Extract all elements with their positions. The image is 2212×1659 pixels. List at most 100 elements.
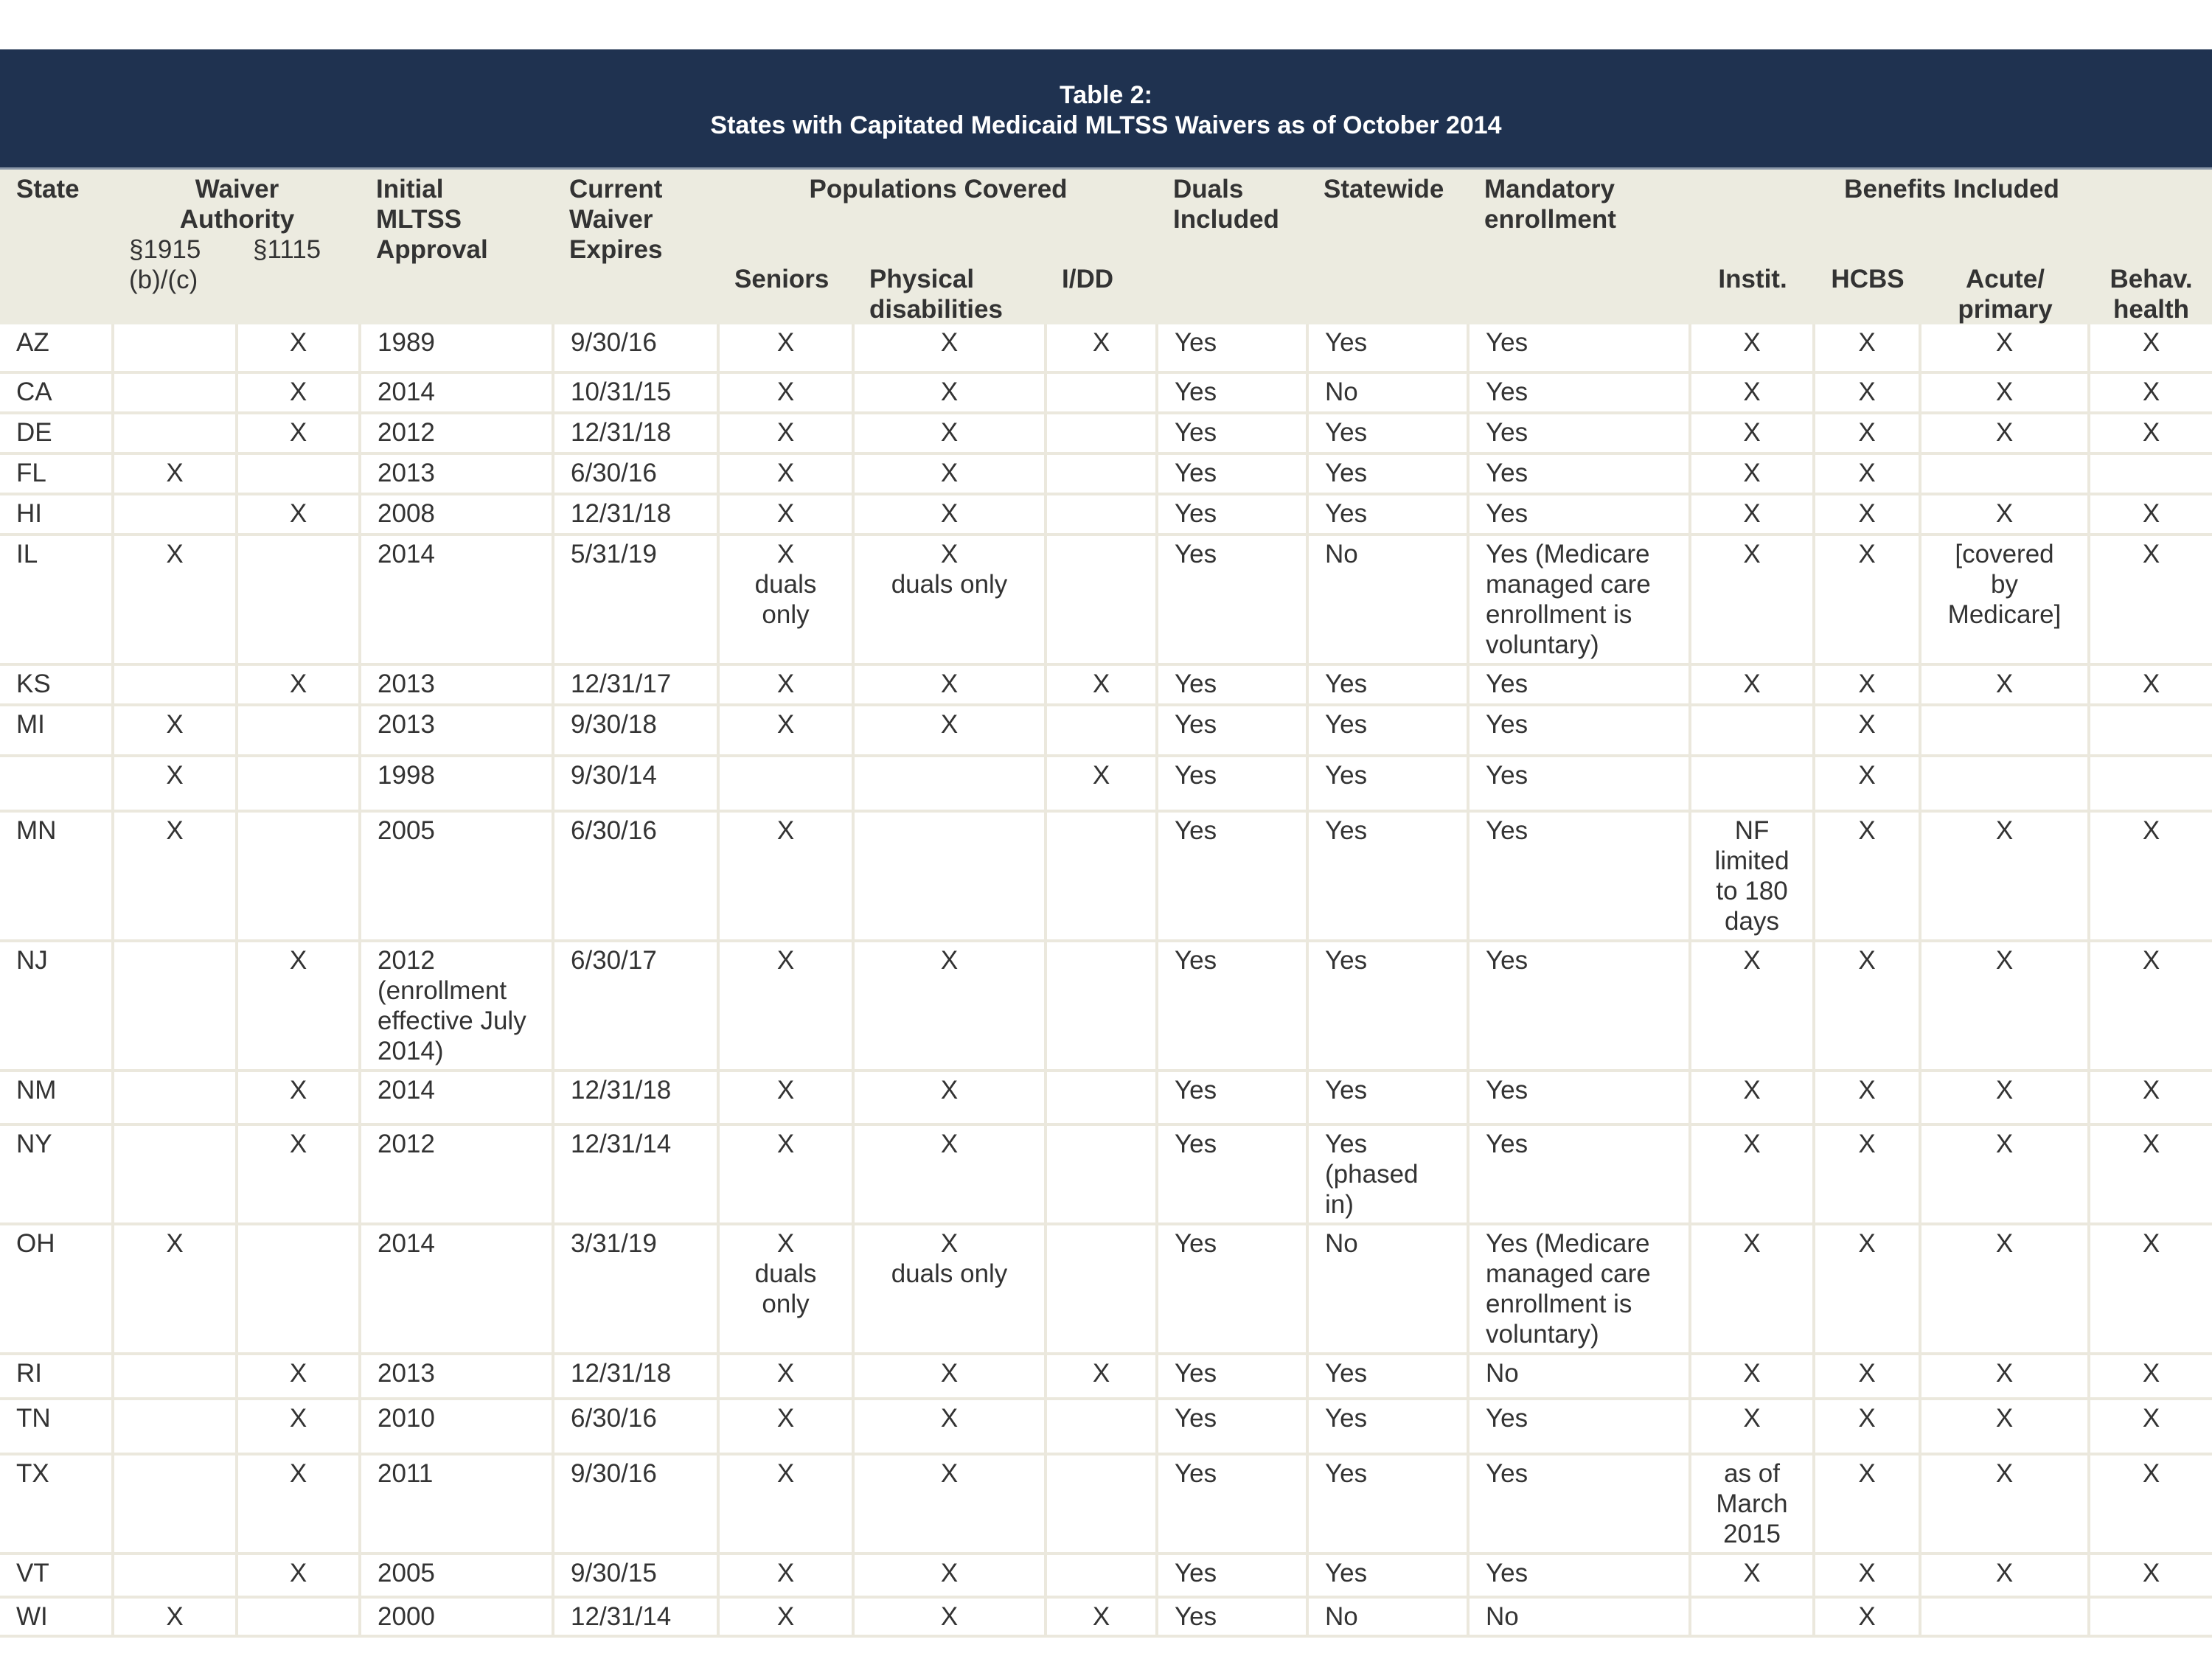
cell-physical-disabilities: X [852,941,1048,1072]
cell-statewide: Yes [1306,494,1470,536]
cell-waiver-1915 [111,413,238,455]
cell-idd [1044,1554,1159,1599]
table-row: MI X 2013 9/30/18 X X Yes Yes Yes X [0,705,2212,757]
cell-acute-primary: X [1919,664,2091,706]
cell-duals-included: Yes [1155,1554,1310,1599]
table-row: NJ X 2012 (enrollment effective July 2014)… [0,941,2212,1072]
cell-behav-health: X [2087,1399,2212,1455]
cell-current-expires: 9/30/16 [552,1454,720,1555]
cell-behav-health [2087,756,2212,813]
cell-waiver-1115: X [234,1554,362,1599]
cell-behav-health: X [2087,1454,2212,1555]
cell-instit: X [1688,1224,1816,1355]
cell-seniors: X [717,664,855,706]
cell-waiver-1115: X [234,1124,362,1225]
cell-behav-health [2087,453,2212,495]
cell-behav-health: X [2087,535,2212,666]
cell-seniors: X [717,811,855,942]
cell-acute-primary [1919,756,2091,813]
cell-physical-disabilities [852,756,1048,813]
cell-initial-approval: 2013 [358,664,555,706]
cell-hcbs: X [1812,494,1922,536]
cell-waiver-1915 [111,494,238,536]
cell-physical-disabilities: X [852,1454,1048,1555]
cell-behav-health [2087,705,2212,757]
cell-hcbs: X [1812,453,1922,495]
cell-acute-primary: X [1919,1224,2091,1355]
cell-instit [1688,1597,1816,1638]
cell-waiver-1115: X [234,372,362,414]
header-state: State [0,170,113,324]
cell-initial-approval: 2005 [358,811,555,942]
cell-hcbs: X [1812,324,1922,374]
header-1115: §1115 [237,234,361,324]
cell-hcbs: X [1812,413,1922,455]
cell-physical-disabilities: X [852,453,1048,495]
cell-mandatory-enrollment: Yes [1467,664,1692,706]
cell-hcbs: X [1812,664,1922,706]
table-row: RI X 2013 12/31/18 X X X Yes Yes No X X X X [0,1354,2212,1400]
cell-instit [1688,756,1816,813]
cell-duals-included: Yes [1155,1454,1310,1555]
cell-initial-approval: 1998 [358,756,555,813]
cell-hcbs: X [1812,1124,1922,1225]
cell-waiver-1115 [234,453,362,495]
cell-instit: X [1688,453,1816,495]
cell-statewide: Yes [1306,1071,1470,1126]
cell-hcbs: X [1812,1597,1922,1638]
cell-initial-approval: 1989 [358,324,555,374]
table-row: AZ X 1989 9/30/16 X X X Yes Yes Yes X X X X [0,324,2212,374]
cell-current-expires: 12/31/17 [552,664,720,706]
cell-waiver-1115: X [234,941,362,1072]
cell-waiver-1915 [111,664,238,706]
cell-idd: X [1044,1597,1159,1638]
cell-instit [1688,705,1816,757]
waivers-table: State Waiver Authority Initial MLTSS App… [0,170,2212,1638]
cell-duals-included: Yes [1155,535,1310,666]
table-row: VT X 2005 9/30/15 X X Yes Yes Yes X X X X [0,1554,2212,1599]
cell-state: AZ [0,324,114,374]
table-row: OH X 2014 3/31/19 X duals only X duals only Ye… [0,1224,2212,1355]
cell-state: TX [0,1454,114,1555]
header-hcbs: HCBS [1814,234,1921,324]
cell-state: NM [0,1071,114,1126]
cell-state: HI [0,494,114,536]
cell-current-expires: 12/31/18 [552,1354,720,1400]
cell-state [0,756,114,813]
cell-physical-disabilities: X [852,494,1048,536]
cell-seniors: X [717,1124,855,1225]
cell-initial-approval: 2013 [358,705,555,757]
cell-mandatory-enrollment: Yes (Medicare managed care enrollment is… [1467,1224,1692,1355]
cell-duals-included: Yes [1155,494,1310,536]
header-benefits-included: Benefits Included [1690,170,2212,234]
cell-statewide: Yes [1306,811,1470,942]
cell-current-expires: 6/30/17 [552,941,720,1072]
cell-acute-primary: X [1919,941,2091,1072]
cell-acute-primary: X [1919,811,2091,942]
cell-initial-approval: 2012 [358,1124,555,1225]
cell-statewide: No [1306,1597,1470,1638]
cell-idd [1044,413,1159,455]
table-row: NM X 2014 12/31/18 X X Yes Yes Yes X X X X [0,1071,2212,1126]
cell-acute-primary: X [1919,1554,2091,1599]
cell-current-expires: 5/31/19 [552,535,720,666]
cell-waiver-1915: X [111,535,238,666]
cell-duals-included: Yes [1155,1399,1310,1455]
cell-duals-included: Yes [1155,1224,1310,1355]
cell-waiver-1915 [111,1454,238,1555]
table-body: AZ X 1989 9/30/16 X X X Yes Yes Yes X X X X CA X 2014 10/… [0,324,2212,1638]
cell-acute-primary: X [1919,1354,2091,1400]
cell-current-expires: 9/30/16 [552,324,720,374]
cell-initial-approval: 2012 [358,413,555,455]
cell-waiver-1915 [111,1554,238,1599]
cell-waiver-1915 [111,941,238,1072]
cell-behav-health: X [2087,664,2212,706]
cell-instit: X [1688,1399,1816,1455]
cell-seniors: X [717,494,855,536]
cell-seniors: X [717,941,855,1072]
table-number: Table 2: [1060,81,1152,109]
cell-statewide: Yes [1306,1454,1470,1555]
cell-waiver-1915: X [111,1597,238,1638]
cell-acute-primary: X [1919,1071,2091,1126]
cell-waiver-1915: X [111,811,238,942]
